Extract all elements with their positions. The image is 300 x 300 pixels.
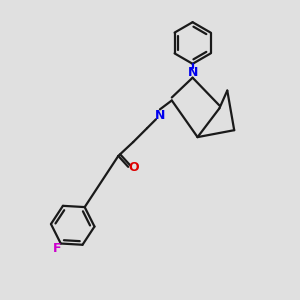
Text: N: N (188, 66, 198, 79)
Text: N: N (155, 109, 165, 122)
Text: O: O (129, 161, 140, 174)
Text: F: F (53, 242, 62, 255)
